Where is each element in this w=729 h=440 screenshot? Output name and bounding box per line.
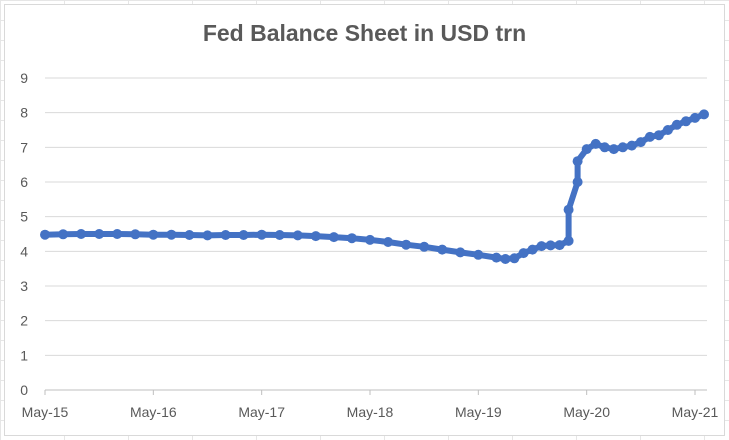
data-point [608,144,619,155]
y-tick-label: 3 [20,278,28,294]
data-point [220,230,231,240]
y-tick-label: 1 [20,347,28,363]
data-point [148,229,159,240]
x-tick-label: May-17 [238,404,285,420]
chart-title: Fed Balance Sheet in USD trn [202,20,527,46]
data-point [572,177,583,187]
data-point [310,231,321,242]
data-point [256,229,267,240]
y-tick-label: 5 [20,209,28,225]
data-point [94,229,105,239]
data-point [419,241,430,252]
gridlines [45,77,707,391]
data-point [328,232,339,243]
data-point [563,235,574,246]
data-point [509,253,520,264]
data-point [590,138,601,149]
data-point [644,131,655,142]
data-point [545,240,556,251]
x-tick-label: May-21 [672,404,719,420]
data-point [653,130,664,141]
data-point [572,156,583,167]
data-point [292,230,303,241]
y-tick-label: 0 [20,382,28,398]
data-point [274,230,285,240]
y-tick-labels: 0 1 2 3 4 5 6 7 8 9 [20,70,28,398]
y-tick-label: 4 [20,243,28,259]
data-point [437,244,448,255]
data-point [238,230,249,240]
chart-area[interactable] [4,4,725,436]
data-point [346,233,357,244]
series-group [40,109,709,264]
data-point [681,116,691,127]
data-point [365,234,375,245]
y-tick-label: 7 [20,139,28,155]
data-point [473,249,484,260]
data-point [491,252,502,263]
y-tick-label: 2 [20,313,28,329]
data-point [184,230,195,240]
data-point [662,125,673,135]
data-point [635,137,646,148]
data-point [112,229,123,239]
data-point [527,244,538,255]
y-tick-label: 8 [20,105,28,121]
x-tick-label: May-19 [455,404,502,420]
data-point [599,142,610,153]
data-point [455,247,466,258]
y-tick-label: 9 [20,70,28,86]
data-point [202,230,213,241]
data-point [40,229,50,240]
data-point [536,241,547,252]
data-point [626,140,637,151]
data-point [76,229,87,239]
data-point [130,229,141,240]
data-point [690,112,700,123]
x-tick-label: May-15 [22,404,69,420]
series-line [42,111,707,262]
y-tick-label: 6 [20,174,28,190]
x-tick-label: May-16 [130,404,177,420]
data-point [518,248,529,259]
data-point [563,204,574,215]
data-point [699,109,709,120]
x-tick-labels: May-15 May-16 May-17 May-18 May-19 May-20 May-… [22,390,719,420]
data-point [500,254,511,264]
x-tick-label: May-20 [563,404,610,420]
x-tick-label: May-18 [347,404,394,420]
data-point [554,240,565,251]
data-point [401,239,412,250]
data-point [58,229,69,240]
data-point [617,142,628,153]
data-point [671,119,682,130]
data-point [581,144,592,155]
data-point [166,229,177,240]
data-point [383,237,394,247]
